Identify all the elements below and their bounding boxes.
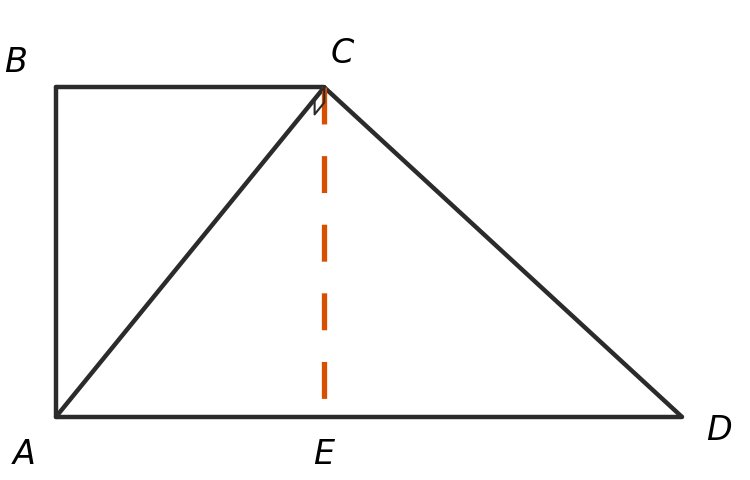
Text: $\mathit{D}$: $\mathit{D}$ [706, 415, 732, 447]
Text: $\mathit{B}$: $\mathit{B}$ [4, 48, 27, 79]
Text: $\mathit{A}$: $\mathit{A}$ [10, 439, 34, 471]
Text: $\mathit{E}$: $\mathit{E}$ [313, 439, 336, 471]
Text: $\mathit{C}$: $\mathit{C}$ [330, 38, 356, 70]
